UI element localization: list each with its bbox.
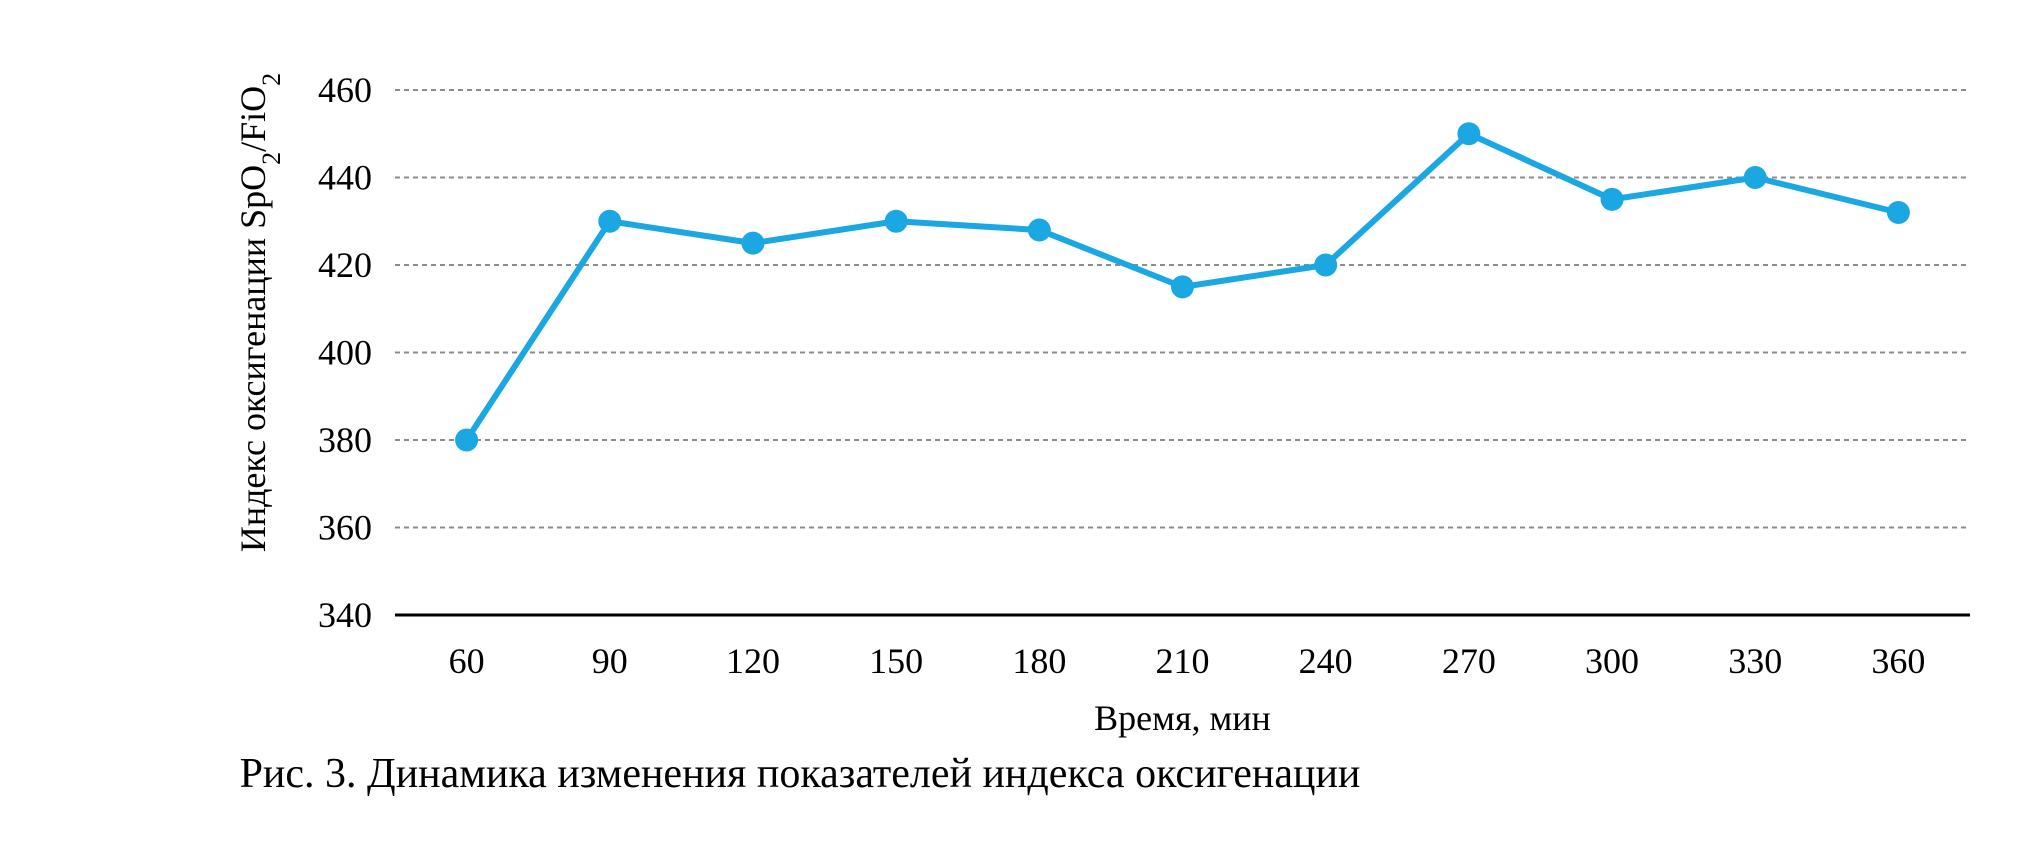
data-point bbox=[598, 209, 622, 233]
x-tick-label: 90 bbox=[592, 641, 628, 681]
x-tick-label: 60 bbox=[449, 641, 485, 681]
y-tick-label: 460 bbox=[318, 70, 372, 110]
data-point bbox=[1600, 187, 1624, 211]
x-tick-label: 150 bbox=[869, 641, 923, 681]
y-axis-ticks: 340 360 380 400 420 440 460 bbox=[318, 70, 372, 635]
series-group bbox=[455, 122, 1910, 452]
data-point bbox=[1027, 218, 1051, 242]
y-axis-title-mid: /FiO bbox=[233, 86, 273, 152]
data-point bbox=[1886, 201, 1910, 224]
y-tick-label: 340 bbox=[318, 595, 372, 635]
y-tick-label: 440 bbox=[318, 158, 372, 198]
data-point bbox=[1457, 122, 1481, 146]
y-axis-title: Индекс оксигенации SpO2/FiO2 bbox=[233, 73, 286, 552]
data-point bbox=[455, 428, 479, 452]
y-tick-label: 380 bbox=[318, 420, 372, 460]
data-point bbox=[1743, 166, 1767, 189]
x-tick-label: 240 bbox=[1299, 641, 1353, 681]
y-tick-label: 400 bbox=[318, 333, 372, 373]
data-point bbox=[1171, 275, 1194, 299]
x-axis-ticks: 60 90 120 150 180 210 240 270 300 330 360 bbox=[449, 641, 1926, 681]
x-axis-title: Время, мин bbox=[1094, 698, 1271, 738]
data-point bbox=[884, 209, 908, 233]
x-tick-label: 270 bbox=[1442, 641, 1496, 681]
y-axis-title-sub-2: 2 bbox=[257, 73, 286, 86]
y-tick-label: 360 bbox=[318, 508, 372, 548]
y-tick-label: 420 bbox=[318, 245, 372, 285]
figure-caption: Рис. 3. Динамика изменения показателей и… bbox=[239, 751, 1361, 797]
x-tick-label: 300 bbox=[1585, 641, 1639, 681]
y-axis-title-sub-1: 2 bbox=[257, 152, 286, 165]
grid-lines bbox=[395, 89, 1970, 529]
line-chart: 340 360 380 400 420 440 460 60 90 120 150 180 210 24… bbox=[233, 70, 1970, 738]
x-tick-label: 210 bbox=[1156, 641, 1210, 681]
x-tick-label: 330 bbox=[1728, 641, 1782, 681]
y-axis-title-main: Индекс оксигенации SpO bbox=[233, 165, 273, 552]
x-tick-label: 180 bbox=[1012, 641, 1066, 681]
x-tick-label: 120 bbox=[726, 641, 780, 681]
data-point bbox=[1314, 253, 1338, 277]
data-point bbox=[741, 231, 765, 255]
x-tick-label: 360 bbox=[1871, 641, 1925, 681]
